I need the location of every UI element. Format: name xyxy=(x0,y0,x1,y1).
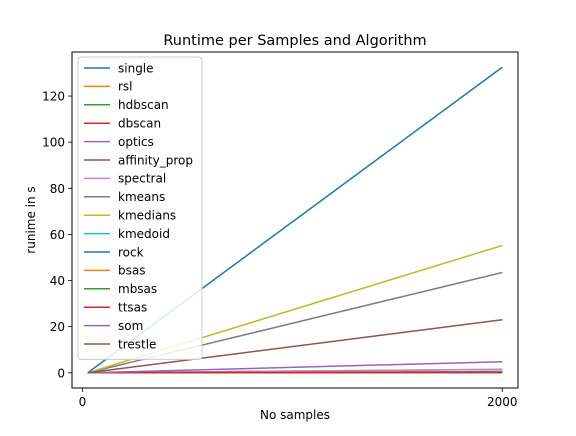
legend-entry-label: kmedoid xyxy=(118,227,170,241)
legend-entry-label: rock xyxy=(118,245,144,259)
legend-entry-label: kmedians xyxy=(118,209,176,223)
legend-entry-label: rsl xyxy=(118,80,133,94)
legend-entry-label: trestle xyxy=(118,337,156,351)
y-tick-label: 80 xyxy=(50,182,65,196)
legend-entry-label: optics xyxy=(118,135,154,149)
y-tick-label: 40 xyxy=(50,274,65,288)
legend-entry-label: hdbscan xyxy=(118,98,169,112)
legend: single rsl hdbscan dbscan optics affinity_pro… xyxy=(78,57,202,359)
y-tick-label: 120 xyxy=(42,90,65,104)
y-tick-label: 0 xyxy=(57,366,65,380)
legend-entry-label: som xyxy=(118,319,143,333)
legend-entry-label: dbscan xyxy=(118,117,161,131)
legend-entry-label: ttsas xyxy=(118,301,147,315)
x-tick-label: 2000 xyxy=(487,395,518,409)
chart-title: Runtime per Samples and Algorithm xyxy=(163,33,426,49)
y-tick-label: 20 xyxy=(50,320,65,334)
legend-entry-label: single xyxy=(118,61,154,75)
legend-entry-label: spectral xyxy=(118,172,166,186)
x-axis-label: No samples xyxy=(260,408,330,422)
legend-entry-label: mbsas xyxy=(118,282,157,296)
legend-entry-label: bsas xyxy=(118,264,145,278)
y-axis-label: runime in s xyxy=(24,186,38,253)
y-tick-label: 60 xyxy=(50,228,65,242)
y-tick-label: 100 xyxy=(42,136,65,150)
legend-entry-label: kmeans xyxy=(118,190,165,204)
x-tick-label: 0 xyxy=(79,395,87,409)
legend-entry-label: affinity_prop xyxy=(118,153,193,167)
